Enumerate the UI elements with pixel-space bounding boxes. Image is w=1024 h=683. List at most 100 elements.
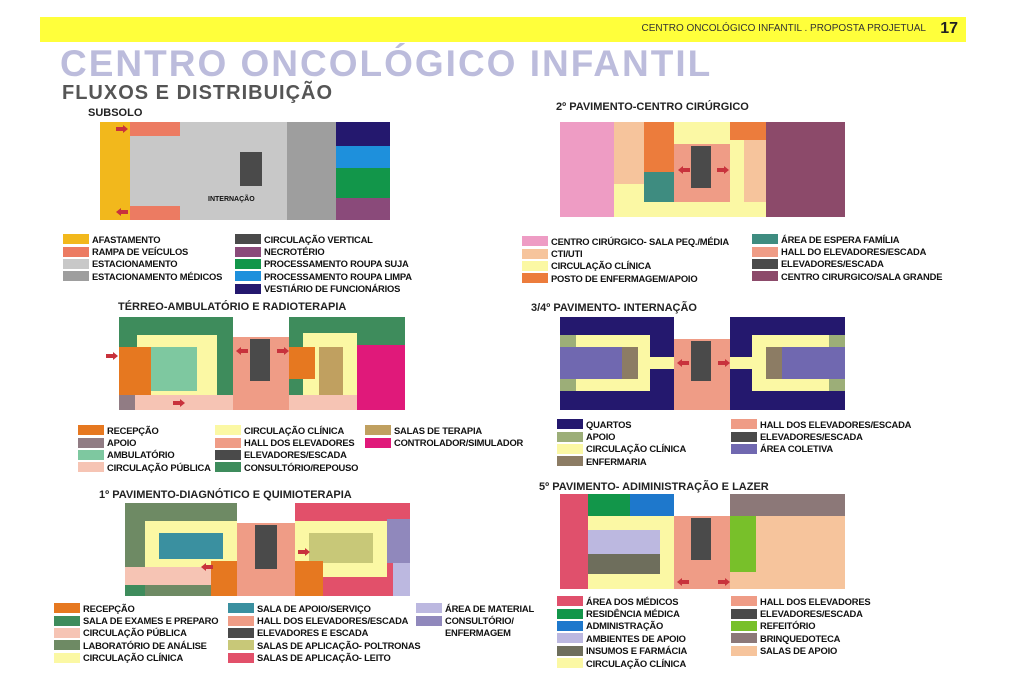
- legend-label: CTI/UTI: [551, 248, 583, 260]
- legend-swatch: [522, 273, 548, 284]
- legend-item: CIRCULAÇÃO CLÍNICA: [557, 657, 687, 669]
- legend-item: RECEPÇÃO: [54, 602, 218, 614]
- legend-swatch: [731, 608, 757, 619]
- legend-swatch: [215, 437, 241, 448]
- page-number: 17: [940, 20, 958, 37]
- legend-item: NECROTÉRIO: [235, 245, 412, 257]
- legend-primeiro-b: SALA DE APOIO/SERVIÇO HALL DOS ELEVADORES…: [228, 602, 421, 664]
- legend-label: ÁREA DE ESPERA FAMÍLIA: [781, 233, 900, 245]
- legend-label: ADMINISTRAÇÃO: [586, 620, 664, 632]
- legend-subsolo-right: CIRCULAÇÃO VERTICAL NECROTÉRIO PROCESSAMEN…: [235, 233, 412, 295]
- legend-label: ELEVADORES/ESCADA: [781, 258, 884, 270]
- legend-terreo-a: RECEPÇÃO APOIO AMBULATÓRIO CIRCULAÇÃO PÚBLI…: [78, 424, 211, 474]
- legend-item: CONSULTÓRIO/REPOUSO: [215, 461, 358, 473]
- legend-item: ENFERMAGEM: [416, 627, 534, 639]
- plan-quinto: [560, 494, 845, 589]
- legend-swatch: [365, 425, 391, 436]
- legend-item: REFEITÓRIO: [731, 620, 870, 632]
- legend-swatch: [752, 246, 778, 257]
- legend-swatch: [416, 628, 442, 638]
- legend-swatch: [228, 640, 254, 651]
- legend-swatch: [731, 443, 757, 454]
- section-label-segundo: 2º PAVIMENTO-CENTRO CIRÚRGICO: [556, 101, 749, 113]
- legend-label: SALAS DE APLICAÇÃO- POLTRONAS: [257, 639, 421, 651]
- legend-swatch: [557, 620, 583, 631]
- plan-segundo: [560, 122, 845, 217]
- legend-label: CIRCULAÇÃO VERTICAL: [264, 233, 373, 245]
- legend-item: CIRCULAÇÃO PÚBLICA: [54, 627, 218, 639]
- plan-primeiro: [125, 503, 410, 596]
- legend-swatch: [557, 443, 583, 454]
- legend-label: ÁREA DOS MÉDICOS: [586, 595, 679, 607]
- legend-item: AMBIENTES DE APOIO: [557, 632, 687, 644]
- legend-item: CIRCULAÇÃO CLÍNICA: [215, 424, 358, 436]
- legend-item: ÁREA COLETIVA: [731, 443, 911, 455]
- legend-swatch: [54, 603, 80, 614]
- legend-item: RECEPÇÃO: [78, 424, 211, 436]
- legend-segundo-a: CENTRO CIRÚRGICO- SALA PEQ./MÉDIA CTI/UTI…: [522, 235, 729, 285]
- legend-swatch: [731, 419, 757, 430]
- section-label-terceiro: 3/4º PAVIMENTO- INTERNAÇÃO: [531, 302, 697, 314]
- legend-label: ELEVADORES/ESCADA: [760, 608, 863, 620]
- legend-label: BRINQUEDOTECA: [760, 632, 841, 644]
- legend-item: PROCESSAMENTO ROUPA SUJA: [235, 258, 412, 270]
- flow-arrow-icon: [718, 359, 730, 367]
- section-label-primeiro: 1º PAVIMENTO-DIAGNÓTICO E QUIMIOTERAPIA: [99, 489, 352, 501]
- legend-swatch: [215, 449, 241, 460]
- legend-swatch: [365, 437, 391, 448]
- legend-swatch: [522, 236, 548, 247]
- legend-label: CONSULTÓRIO/REPOUSO: [244, 461, 359, 473]
- legend-item: ENFERMARIA: [557, 455, 686, 467]
- legend-item: QUARTOS: [557, 418, 686, 430]
- legend-label: SALAS DE APOIO: [760, 645, 838, 657]
- legend-item: SALAS DE APLICAÇÃO- POLTRONAS: [228, 639, 421, 651]
- legend-item: AMBULATÓRIO: [78, 449, 211, 461]
- legend-item: BRINQUEDOTECA: [731, 632, 870, 644]
- legend-swatch: [63, 271, 89, 282]
- section-label-subsolo: SUBSOLO: [88, 107, 143, 119]
- legend-swatch: [416, 615, 442, 626]
- legend-swatch: [235, 234, 261, 245]
- legend-label: SALA DE EXAMES E PREPARO: [83, 615, 219, 627]
- legend-label: CIRCULAÇÃO CLÍNICA: [83, 652, 184, 664]
- legend-item: SALAS DE APOIO: [731, 645, 870, 657]
- legend-swatch: [215, 425, 241, 436]
- legend-label: HALL DOS ELEVADORES: [244, 437, 355, 449]
- legend-item: INSUMOS E FARMÁCIA: [557, 645, 687, 657]
- legend-swatch: [78, 425, 104, 436]
- legend-label: POSTO DE ENFERMAGEM/APOIO: [551, 272, 698, 284]
- legend-label: AFASTAMENTO: [92, 233, 161, 245]
- legend-label: RECEPÇÃO: [83, 602, 135, 614]
- legend-item: HALL DOS ELEVADORES/ESCADA: [228, 614, 420, 626]
- flow-arrow-icon: [173, 399, 185, 407]
- legend-item: VESTIÁRIO DE FUNCIONÁRIOS: [235, 283, 412, 295]
- legend-label: ENFERMAGEM: [445, 627, 511, 639]
- legend-swatch: [63, 258, 89, 269]
- legend-label: RECEPÇÃO: [107, 424, 159, 436]
- section-label-terreo: TÉRREO-AMBULATÓRIO E RADIOTERAPIA: [118, 301, 347, 313]
- legend-swatch: [731, 620, 757, 631]
- legend-subsolo-left: AFASTAMENTO RAMPA DE VEÍCULOS ESTACIONAMEN…: [63, 233, 222, 283]
- legend-item: CIRCULAÇÃO CLÍNICA: [54, 652, 218, 664]
- room-label-internacao: INTERNAÇÃO: [208, 196, 255, 203]
- legend-swatch: [235, 283, 261, 294]
- legend-label: CIRCULAÇÃO CLÍNICA: [586, 657, 687, 669]
- legend-item: RESIDÊNCIA MÉDICA: [557, 607, 687, 619]
- legend-item: ÁREA DE MATERIAL: [416, 602, 534, 614]
- legend-label: ESTACIONAMENTO MÉDICOS: [92, 270, 223, 282]
- flow-arrow-icon: [298, 548, 310, 556]
- legend-swatch: [78, 449, 104, 460]
- legend-swatch: [235, 271, 261, 282]
- legend-swatch: [54, 627, 80, 638]
- legend-item: HALL DOS ELEVADORES: [731, 595, 871, 607]
- flow-arrow-icon: [116, 208, 128, 216]
- flow-arrow-icon: [677, 359, 689, 367]
- legend-swatch: [63, 246, 89, 257]
- legend-item: APOIO: [78, 436, 211, 448]
- legend-item: CONTROLADOR/SIMULADOR: [365, 436, 523, 448]
- legend-swatch: [63, 234, 89, 245]
- legend-item: ÁREA DE ESPERA FAMÍLIA: [752, 233, 942, 245]
- legend-item: SALAS DE APLICAÇÃO- LEITO: [228, 652, 420, 664]
- legend-item: CENTRO CIRÚRGICO- SALA PEQ./MÉDIA: [522, 235, 729, 247]
- legend-item: ÁREA DOS MÉDICOS: [557, 595, 687, 607]
